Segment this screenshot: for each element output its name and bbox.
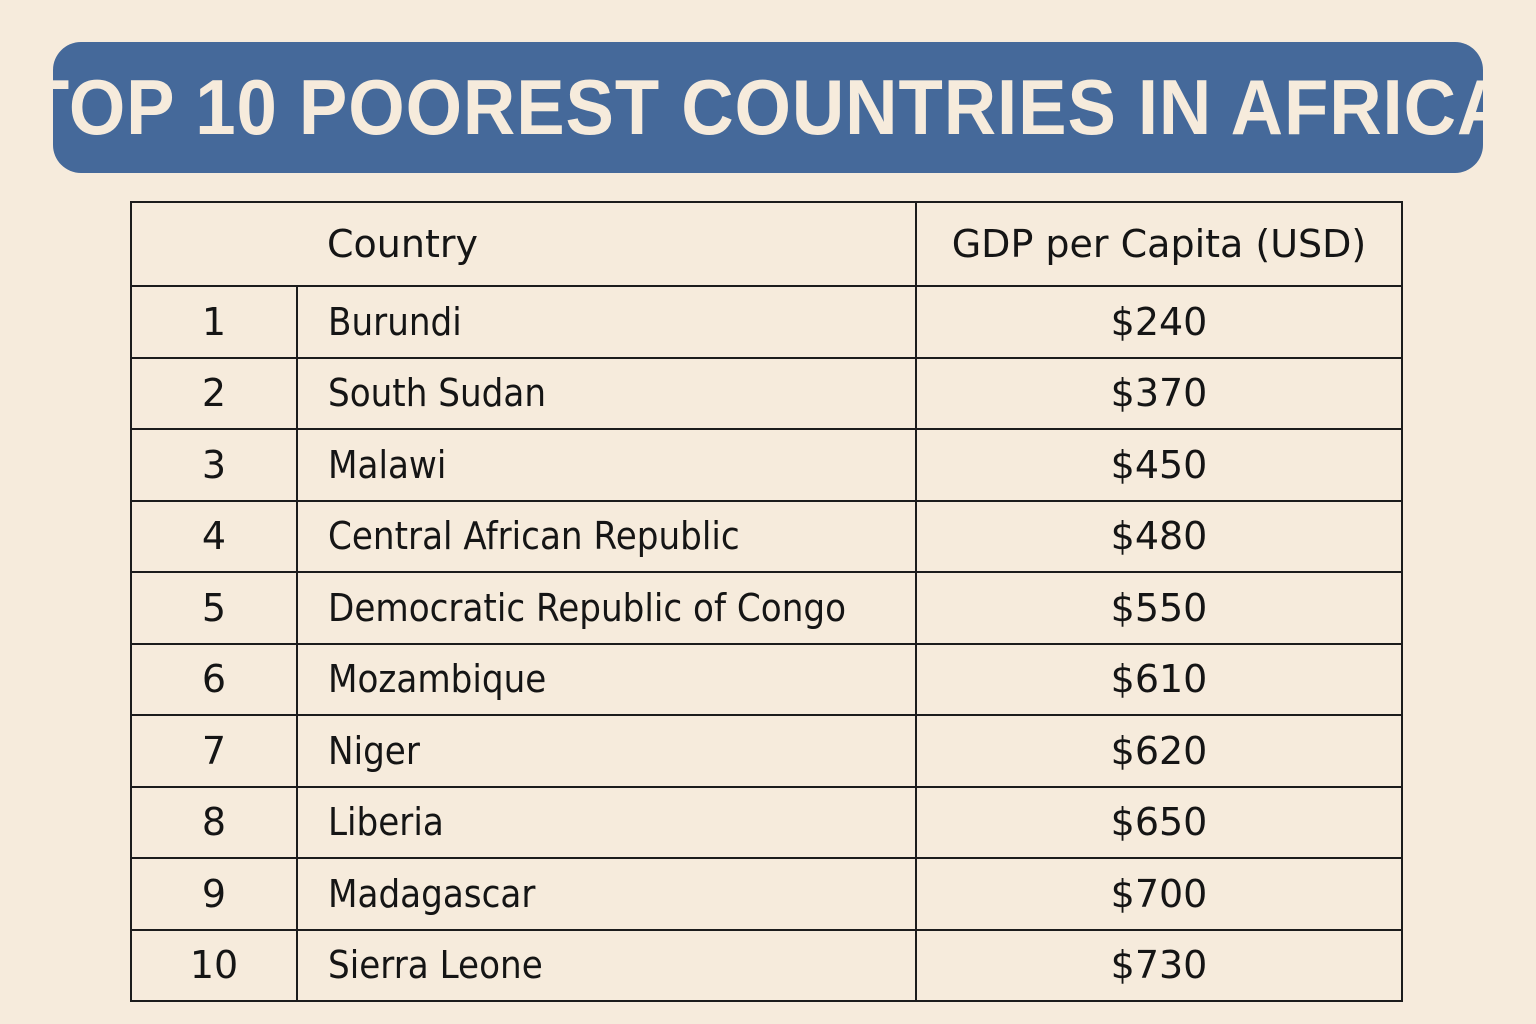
gdp-table: Country GDP per Capita (USD) 1 Burundi $24… — [130, 201, 1403, 1002]
country-cell: Malawi — [296, 428, 917, 502]
table-row: 7 Niger $620 — [130, 714, 1403, 788]
country-cell: South Sudan — [296, 356, 917, 430]
table-row: 8 Liberia $650 — [130, 785, 1403, 859]
rank-cell: 3 — [130, 428, 298, 502]
gdp-table-container: Country GDP per Capita (USD) 1 Burundi $24… — [130, 201, 1403, 1002]
gdp-cell: $700 — [915, 857, 1403, 931]
country-name: Malawi — [328, 442, 447, 487]
gdp-cell: $240 — [915, 285, 1403, 359]
gdp-cell: $370 — [915, 356, 1403, 430]
table-header-row: Country GDP per Capita (USD) — [130, 201, 1403, 287]
table-row: 3 Malawi $450 — [130, 428, 1403, 502]
gdp-cell: $730 — [915, 928, 1403, 1002]
header-country: Country — [297, 201, 917, 287]
country-name: Sierra Leone — [328, 943, 543, 988]
gdp-cell: $650 — [915, 785, 1403, 859]
header-gdp: GDP per Capita (USD) — [915, 201, 1403, 287]
rank-cell: 2 — [130, 356, 298, 430]
rank-cell: 7 — [130, 714, 298, 788]
gdp-cell: $610 — [915, 642, 1403, 716]
country-cell: Niger — [296, 714, 917, 788]
gdp-cell: $450 — [915, 428, 1403, 502]
country-name: Niger — [328, 728, 420, 773]
country-name: South Sudan — [328, 371, 546, 416]
country-name: Burundi — [328, 299, 462, 344]
header-country-label: Country — [327, 222, 478, 266]
gdp-cell: $550 — [915, 571, 1403, 645]
header-rank — [130, 201, 297, 287]
table-row: 4 Central African Republic $480 — [130, 499, 1403, 573]
country-cell: Madagascar — [296, 857, 917, 931]
table-row: 1 Burundi $240 — [130, 285, 1403, 359]
table-row: 10 Sierra Leone $730 — [130, 928, 1403, 1002]
country-name: Liberia — [328, 800, 444, 845]
gdp-cell: $620 — [915, 714, 1403, 788]
title-banner: TOP 10 POOREST COUNTRIES IN AFRICA — [25, 42, 1510, 173]
rank-cell: 1 — [130, 285, 298, 359]
gdp-cell: $480 — [915, 499, 1403, 573]
table-body: 1 Burundi $240 2 South Sudan $370 3 Malawi $450 4… — [130, 285, 1403, 1002]
rank-cell: 10 — [130, 928, 298, 1002]
country-cell: Mozambique — [296, 642, 917, 716]
rank-cell: 6 — [130, 642, 298, 716]
country-cell: Democratic Republic of Congo — [296, 571, 917, 645]
country-cell: Liberia — [296, 785, 917, 859]
table-row: 9 Madagascar $700 — [130, 857, 1403, 931]
country-cell: Central African Republic — [296, 499, 917, 573]
country-cell: Burundi — [296, 285, 917, 359]
table-row: 5 Democratic Republic of Congo $550 — [130, 571, 1403, 645]
country-name: Democratic Republic of Congo — [328, 585, 847, 630]
country-name: Madagascar — [328, 871, 536, 916]
rank-cell: 9 — [130, 857, 298, 931]
rank-cell: 8 — [130, 785, 298, 859]
page-title: TOP 10 POOREST COUNTRIES IN AFRICA — [25, 63, 1511, 151]
rank-cell: 4 — [130, 499, 298, 573]
rank-cell: 5 — [130, 571, 298, 645]
country-name: Mozambique — [328, 657, 547, 702]
table-row: 6 Mozambique $610 — [130, 642, 1403, 716]
country-cell: Sierra Leone — [296, 928, 917, 1002]
table-row: 2 South Sudan $370 — [130, 356, 1403, 430]
country-name: Central African Republic — [328, 514, 740, 559]
